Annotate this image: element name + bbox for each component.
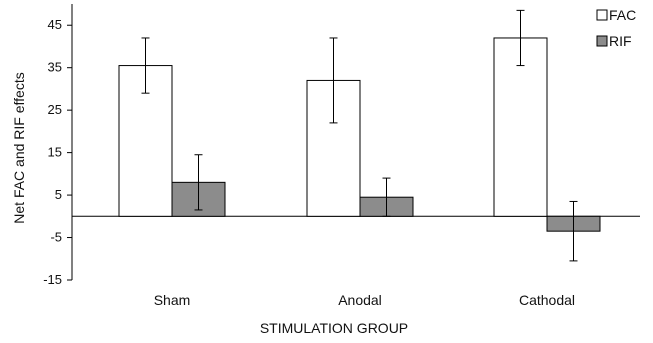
category-label: Anodal	[338, 292, 382, 308]
y-tick-label: -5	[50, 230, 62, 245]
y-tick-label: 35	[48, 60, 62, 75]
plot-area: -15 -5 5 15 25 35 45 Sham Anodal Cathodal FAC RIF	[43, 4, 640, 308]
legend-label-rif: RIF	[609, 33, 632, 49]
y-axis-title: Net FAC and RIF effects	[11, 72, 27, 223]
category-label: Cathodal	[519, 292, 575, 308]
y-tick-label: -15	[43, 272, 62, 287]
y-tick-label: 25	[48, 102, 62, 117]
legend-swatch-fac	[596, 9, 608, 21]
y-tick-label: 5	[55, 187, 62, 202]
y-tick-label: 45	[48, 17, 62, 32]
y-tick-label: 15	[48, 145, 62, 160]
category-label: Sham	[154, 292, 191, 308]
legend-swatch-rif	[596, 35, 608, 47]
legend-label-fac: FAC	[609, 7, 636, 23]
x-axis-title: STIMULATION GROUP	[260, 320, 408, 336]
